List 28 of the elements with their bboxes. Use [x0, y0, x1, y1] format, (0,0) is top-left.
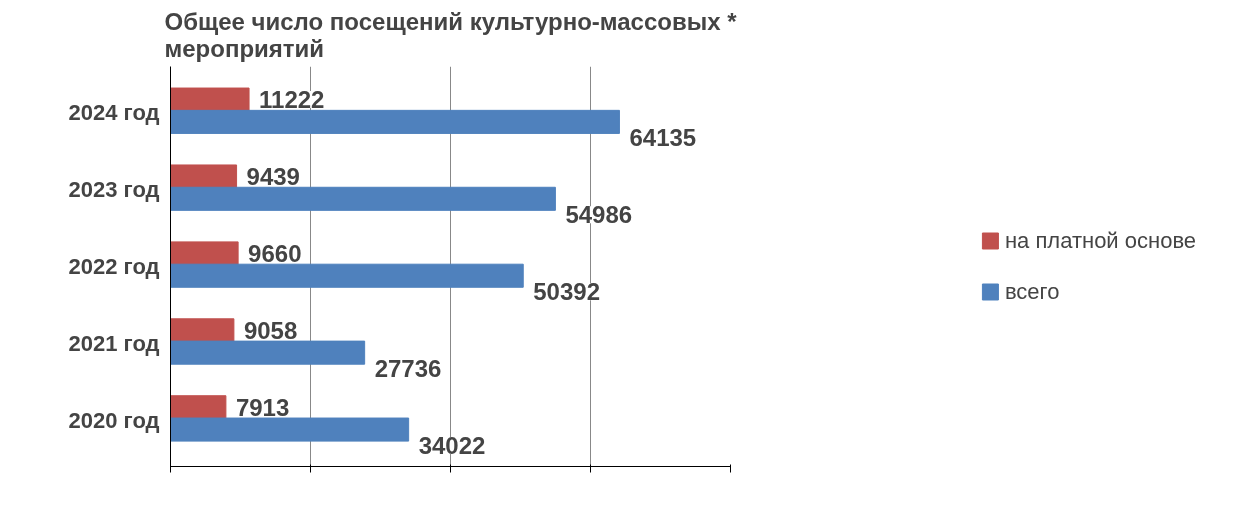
data-label: 50392 — [533, 278, 600, 306]
bar — [170, 318, 235, 343]
y-tick-label: 2021 год — [68, 330, 160, 356]
data-label: 64135 — [629, 124, 697, 152]
data-label: 7913 — [235, 393, 290, 421]
chart-title: Общее число посещений культурно-массовых * мероприятий — [164, 7, 738, 62]
y-tick-label: 2022 год — [68, 254, 160, 279]
bar — [170, 186, 556, 211]
data-label: 34022 — [418, 432, 486, 460]
bar — [170, 87, 250, 112]
bar — [170, 263, 524, 288]
bar — [170, 340, 366, 365]
data-label: 54986 — [565, 201, 633, 229]
bar — [170, 395, 227, 420]
bar — [170, 109, 620, 134]
y-tick-label: 2024 год — [68, 100, 160, 126]
bar — [170, 241, 239, 266]
bar — [170, 417, 410, 442]
data-label: 9058 — [243, 316, 298, 344]
data-label: 27736 — [374, 355, 442, 383]
data-label: 9439 — [246, 163, 300, 190]
legend-label: всего — [1004, 278, 1060, 305]
y-tick-label: 2020 год — [68, 407, 160, 433]
y-tick-label: 2023 год — [68, 177, 160, 203]
data-label: 11222 — [259, 86, 325, 114]
legend-label: на платной основе — [1004, 227, 1197, 254]
bar — [170, 164, 238, 189]
data-label: 9660 — [248, 239, 302, 267]
